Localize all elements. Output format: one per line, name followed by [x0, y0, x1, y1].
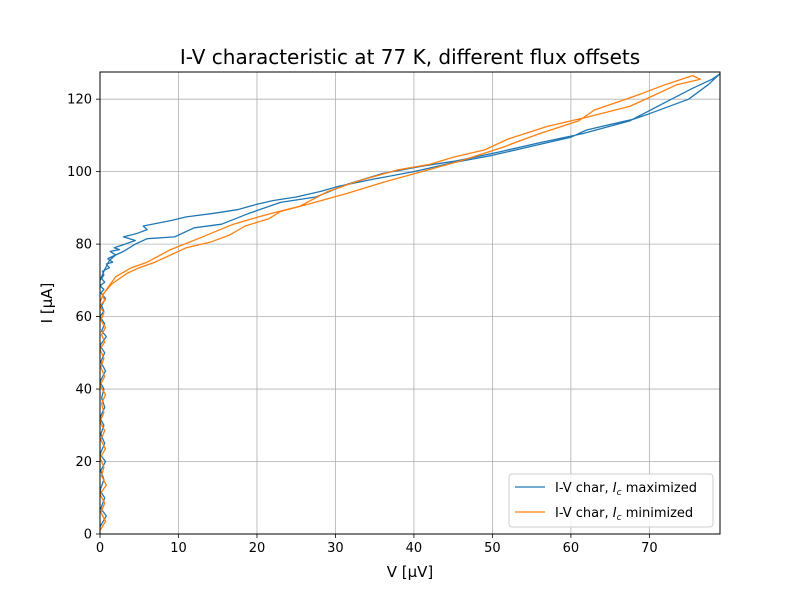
y-axis-ticks: 0 20 40 60 80 100 120: [67, 93, 100, 543]
legend-entry-minimized: I-V char, Ic minimized: [555, 506, 693, 523]
x-tick-label: 40: [406, 541, 423, 556]
legend-text-math-main: I: [613, 506, 617, 521]
plot-frame: [99, 71, 721, 535]
y-axis-label: I [μA]: [38, 283, 56, 324]
legend-text-prefix: I-V char,: [555, 481, 613, 496]
y-tick-label: 120: [67, 93, 92, 108]
x-tick-label: 0: [96, 541, 104, 556]
x-tick-label: 60: [563, 541, 580, 556]
legend-text-math-sub: c: [617, 488, 622, 498]
x-tick-label: 10: [170, 541, 187, 556]
legend-text-prefix: I-V char,: [555, 506, 613, 521]
y-tick-label: 100: [67, 165, 92, 180]
x-tick-label: 30: [327, 541, 344, 556]
legend-text-math-sub: c: [617, 513, 622, 523]
x-axis-ticks: 0 10 20 30 40 50 60 70: [96, 534, 658, 556]
chart-title: I-V characteristic at 77 K, different fl…: [180, 45, 640, 69]
x-tick-label: 70: [641, 541, 658, 556]
x-tick-label: 50: [484, 541, 501, 556]
series-layer: [100, 73, 720, 531]
legend: I-V char, Ic maximized I-V char, Ic mini…: [508, 473, 714, 528]
legend-text-math-main: I: [613, 481, 617, 496]
series-line-minimized: [100, 74, 702, 531]
legend-text-suffix: maximized: [622, 481, 697, 496]
legend-box: [508, 473, 714, 528]
y-tick-label: 80: [75, 238, 92, 253]
y-tick-label: 60: [75, 310, 92, 325]
y-tick-label: 40: [75, 383, 92, 398]
x-axis-label: V [μV]: [387, 563, 434, 581]
legend-entry-maximized: I-V char, Ic maximized: [555, 481, 697, 498]
y-tick-label: 20: [75, 455, 92, 470]
x-tick-label: 20: [249, 541, 266, 556]
y-tick-label: 0: [84, 528, 92, 543]
legend-text-suffix: minimized: [622, 506, 694, 521]
